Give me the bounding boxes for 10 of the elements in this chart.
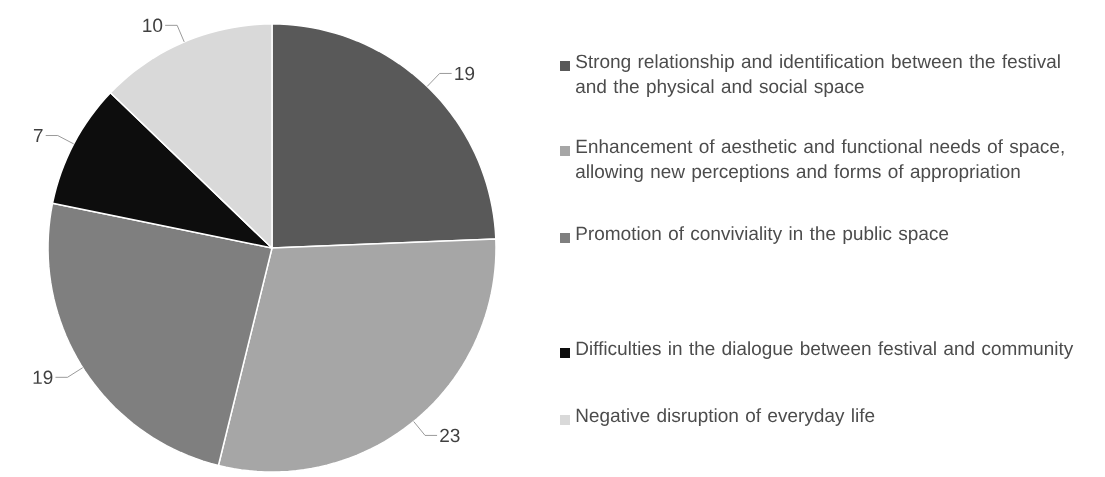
legend-label: Difficulties in the dialogue between festival and community bbox=[576, 341, 1074, 359]
data-label: 10 bbox=[143, 18, 163, 33]
legend-label: Enhancement of aesthetic and functional needs of space, allowing new perceptions and forms of appropriation bbox=[576, 139, 1064, 182]
legend-label: Promotion of conviviality in the public space bbox=[576, 226, 949, 244]
data-label: 7 bbox=[33, 128, 43, 143]
legend-label: Strong relationship and identification between the festival and the physical and social space bbox=[576, 54, 1060, 97]
data-label: 23 bbox=[440, 428, 460, 443]
legend-label: Negative disruption of everyday life bbox=[576, 408, 875, 426]
data-label: 19 bbox=[33, 370, 53, 385]
data-label: 19 bbox=[455, 66, 475, 81]
